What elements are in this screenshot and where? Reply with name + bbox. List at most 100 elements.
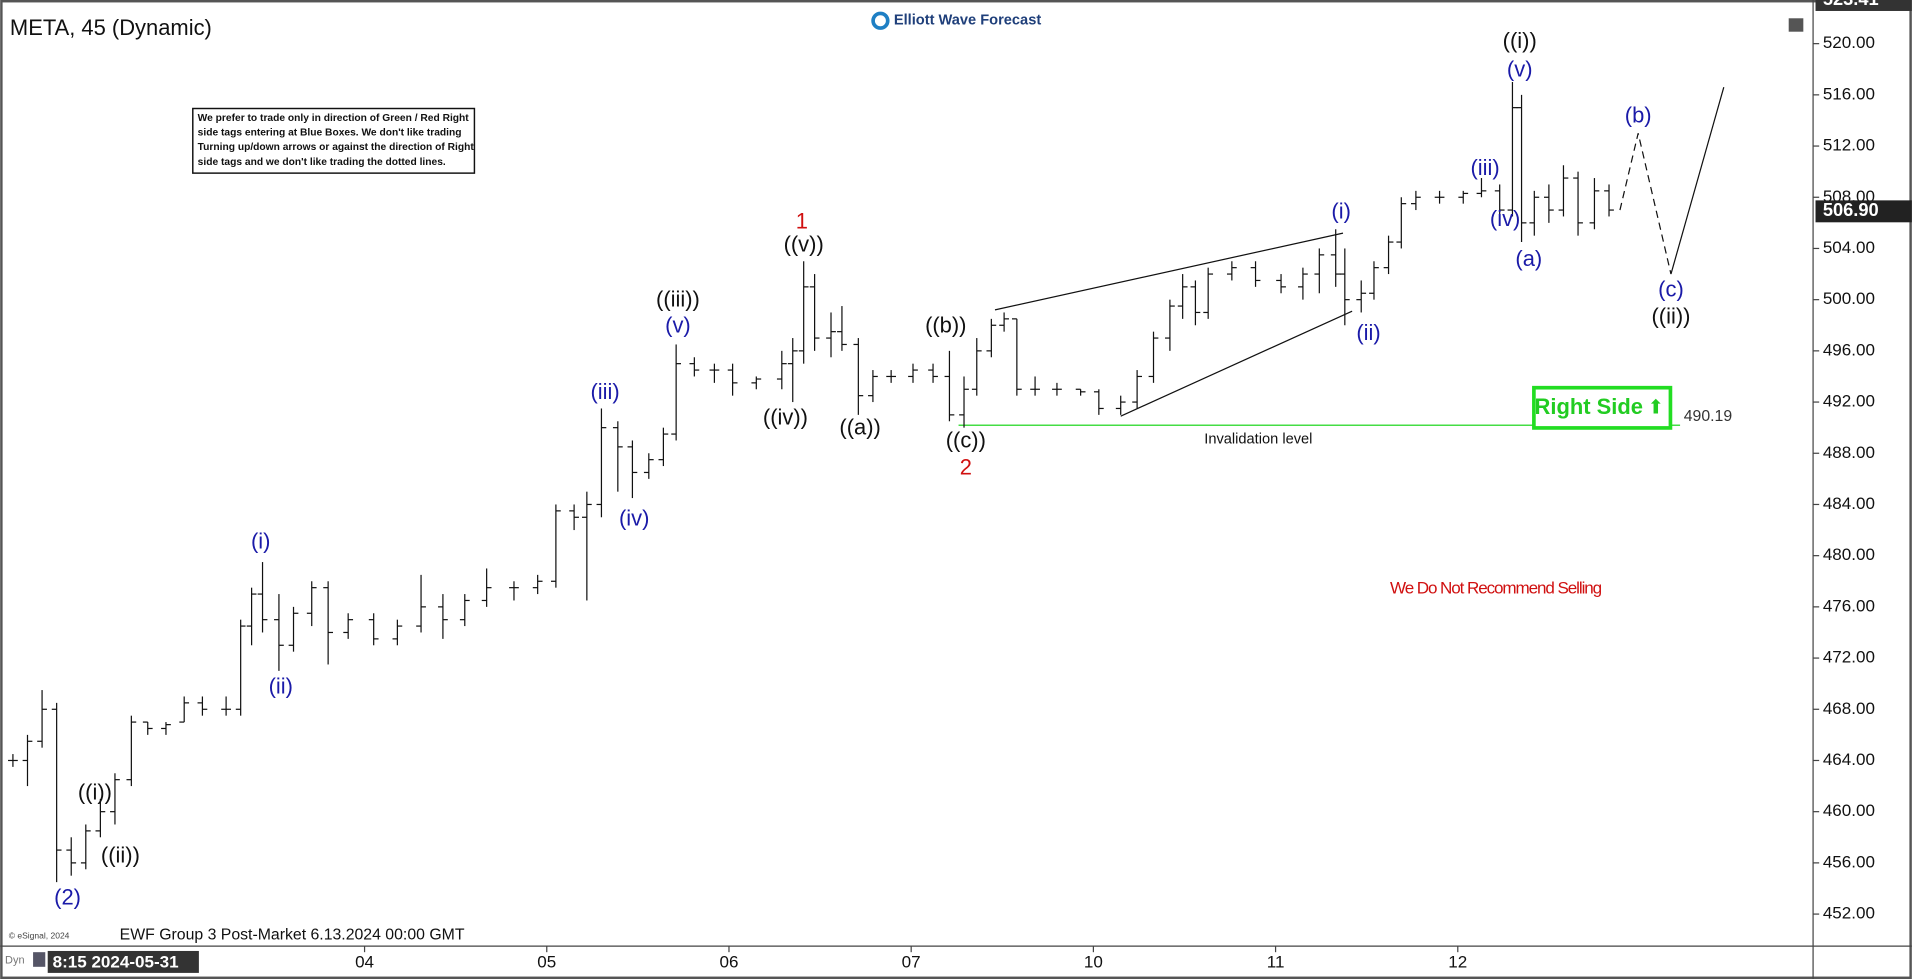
bar [1558, 165, 1569, 217]
bar [1148, 331, 1159, 383]
y-tick-label: 496.00 [1823, 340, 1875, 359]
bar [1604, 184, 1614, 217]
bar [197, 696, 208, 716]
bar [1507, 82, 1518, 217]
bar [1276, 274, 1286, 294]
menu-icon [1788, 18, 1804, 32]
bar [959, 376, 969, 428]
bar [1177, 274, 1188, 319]
bar [986, 318, 997, 358]
wave-label: (2) [54, 885, 81, 910]
bar [581, 491, 592, 601]
notice-line: side tags entering at Blue Boxes. We don… [198, 128, 462, 139]
y-tick-label: 492.00 [1823, 392, 1875, 411]
bar [837, 306, 847, 351]
bar [1369, 261, 1379, 300]
bar [274, 594, 284, 671]
wedge-line [994, 232, 1344, 311]
bar [928, 363, 938, 383]
bar [868, 370, 878, 403]
y-tick-label: 516.00 [1823, 84, 1875, 103]
bar [179, 696, 190, 723]
bar [709, 363, 720, 383]
bar [161, 722, 171, 735]
wave-label: ((ii)) [1651, 303, 1690, 328]
bar [727, 363, 738, 396]
bar [908, 363, 918, 383]
bar [22, 734, 33, 787]
y-tick-label: 512.00 [1823, 136, 1875, 155]
wave-label: ((iii)) [656, 287, 700, 312]
invalidation-value: 490.19 [1684, 408, 1733, 425]
projection-dashed [1619, 133, 1672, 275]
wave-label: (iii) [590, 379, 619, 404]
bar [569, 504, 579, 531]
bar [612, 421, 623, 492]
bar [80, 824, 91, 870]
bar [689, 357, 700, 377]
bar [288, 606, 299, 652]
bar [246, 587, 257, 646]
x-tick-label: 12 [1448, 953, 1467, 972]
bar [51, 702, 62, 883]
bar [1516, 94, 1527, 243]
bar [438, 594, 448, 639]
bar [1165, 299, 1175, 351]
y-tick-label: 472.00 [1823, 648, 1875, 667]
bar [551, 504, 561, 588]
bar [37, 690, 47, 748]
bar [886, 370, 897, 383]
notice-line: We prefer to trade only in direction of … [198, 113, 470, 124]
bar [8, 754, 18, 767]
y-tick-label: 464.00 [1823, 750, 1875, 769]
wave-label: (v) [1507, 56, 1533, 81]
bar [235, 619, 246, 716]
wave-label: ((a)) [839, 415, 880, 440]
top_badge: 523.41 [1823, 0, 1879, 9]
tag-box [1532, 385, 1673, 430]
bar [1011, 318, 1022, 396]
bar [221, 696, 231, 716]
wave-label: (c) [1658, 276, 1684, 301]
bar [1330, 229, 1341, 287]
bar [257, 562, 268, 633]
corner-icon [33, 952, 46, 967]
bar [1203, 267, 1214, 319]
wave-label: (ii) [269, 673, 293, 698]
x-tick-label: 04 [355, 953, 374, 972]
top_badge-bg [1815, 0, 1912, 11]
bar [368, 613, 379, 646]
bar [944, 350, 955, 422]
bar [1396, 197, 1407, 249]
bar [1093, 389, 1104, 415]
wave-label: ((c)) [946, 428, 986, 453]
wave-label: ((ii)) [101, 842, 140, 867]
bar [416, 574, 426, 633]
sell-note: We Do Not Recommend Selling [1390, 578, 1602, 597]
bar [1052, 382, 1062, 396]
y-tick-label: 488.00 [1823, 443, 1875, 462]
bar [1298, 267, 1308, 300]
y-tick-label: 500.00 [1823, 289, 1875, 308]
bar [596, 408, 607, 518]
bar [809, 274, 820, 351]
x-tick-label: 07 [902, 953, 921, 972]
bar [627, 440, 638, 499]
start-label-bg [47, 950, 199, 973]
bar [1434, 190, 1445, 204]
wave-label: ((b)) [925, 312, 966, 337]
bar [751, 376, 762, 390]
bar [643, 453, 654, 479]
x-tick-label: 10 [1084, 953, 1103, 972]
footer: EWF Group 3 Post-Market 6.13.2024 00:00 … [120, 926, 465, 943]
bar [1458, 190, 1469, 204]
last_price: 506.90 [1823, 199, 1879, 220]
y-tick-label: 480.00 [1823, 545, 1875, 564]
bar [658, 427, 669, 467]
bar [1115, 395, 1126, 415]
bar [392, 619, 403, 646]
wave-label: (iii) [1471, 155, 1500, 180]
bar [532, 574, 543, 595]
bar [826, 312, 836, 358]
tag-arrow: ⬆ [1648, 397, 1664, 419]
